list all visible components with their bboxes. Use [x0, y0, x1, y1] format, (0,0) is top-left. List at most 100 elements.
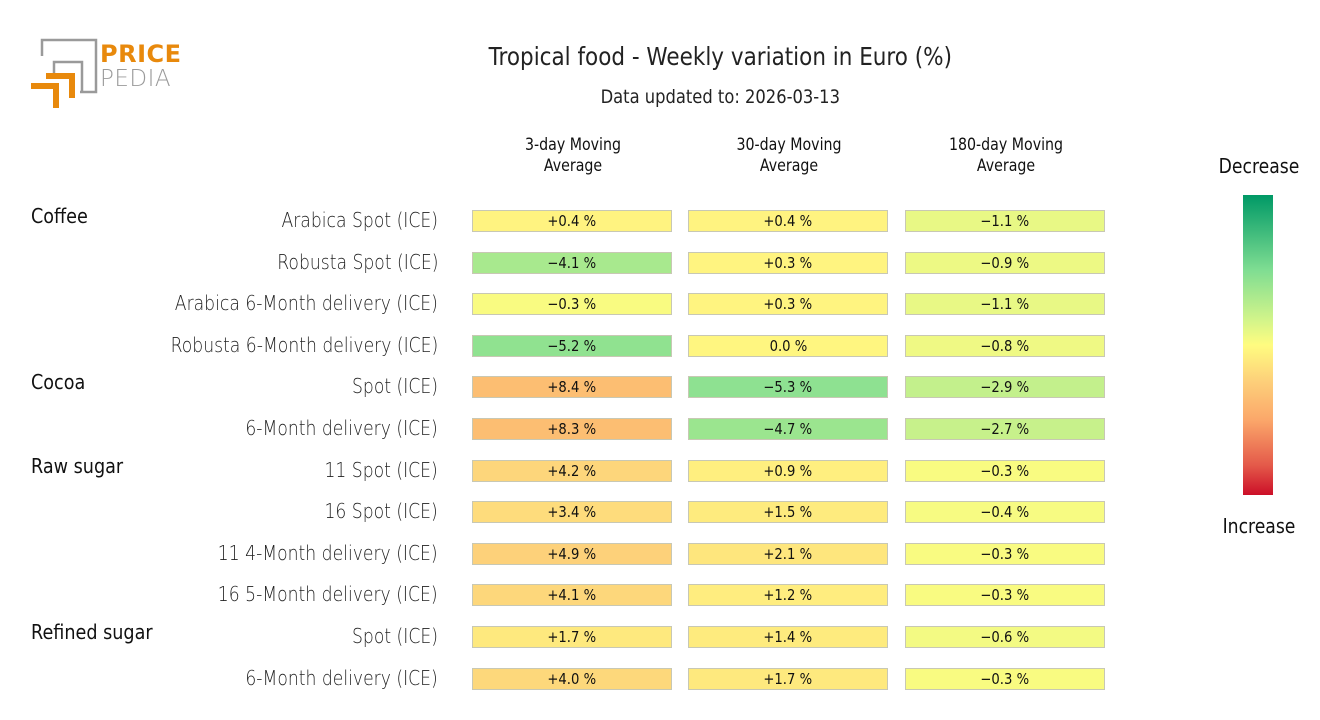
row-label: Spot (ICE)	[352, 374, 438, 399]
group-label: Raw sugar	[31, 453, 124, 478]
value-cell: +1.5 %	[688, 501, 888, 524]
value-label: −2.9 %	[980, 378, 1030, 397]
row-label: 16 5-Month delivery (ICE)	[218, 582, 438, 607]
value-label: +0.3 %	[763, 295, 813, 314]
value-cell: +0.4 %	[688, 210, 888, 232]
value-label: +8.4 %	[547, 378, 597, 397]
row-label: 6-Month delivery (ICE)	[245, 665, 438, 690]
value-cell: −0.3 %	[905, 584, 1105, 607]
value-label: +0.9 %	[763, 461, 813, 480]
column-header-1: 3-day Moving Average	[486, 134, 660, 176]
value-label: −0.3 %	[980, 669, 1030, 688]
value-label: +1.2 %	[763, 586, 813, 605]
value-cell: −0.6 %	[905, 626, 1105, 648]
value-label: +0.4 %	[547, 212, 597, 230]
value-label: −0.3 %	[980, 461, 1030, 480]
legend-color-scale	[1243, 195, 1273, 495]
value-cell: −0.3 %	[472, 293, 672, 316]
value-label: −4.1 %	[547, 253, 597, 272]
value-label: +4.9 %	[547, 544, 597, 563]
value-cell: −2.7 %	[905, 418, 1105, 440]
value-cell: +2.1 %	[688, 542, 888, 565]
row-label: 16 Spot (ICE)	[324, 499, 438, 524]
value-label: −0.3 %	[547, 295, 597, 314]
value-cell: +0.4 %	[472, 210, 672, 232]
row-label: Robusta 6-Month delivery (ICE)	[170, 332, 438, 357]
value-cell: −0.4 %	[905, 501, 1105, 524]
value-cell: −1.1 %	[905, 293, 1105, 316]
value-cell: +8.3 %	[472, 418, 672, 440]
value-label: +1.7 %	[547, 628, 597, 646]
value-label: +1.7 %	[763, 669, 813, 688]
value-cell: +0.9 %	[688, 459, 888, 482]
logo-mark-icon	[31, 38, 98, 108]
value-label: +1.5 %	[763, 503, 813, 522]
pricepedia-logo: PRICE PEDIA	[28, 36, 198, 112]
row-label: 11 Spot (ICE)	[324, 457, 438, 482]
value-cell: −0.3 %	[905, 542, 1105, 565]
value-label: −0.4 %	[980, 503, 1030, 522]
value-cell: +0.3 %	[688, 251, 888, 274]
value-label: −5.2 %	[547, 336, 597, 355]
column-header-line: Average	[976, 156, 1036, 175]
value-label: +2.1 %	[763, 544, 813, 563]
column-header-line: 3-day Moving	[524, 135, 622, 154]
value-cell: +3.4 %	[472, 501, 672, 524]
value-label: +4.2 %	[547, 461, 597, 480]
row-label: 11 4-Month delivery (ICE)	[218, 540, 438, 565]
column-header-line: Average	[543, 156, 603, 175]
value-cell: +1.2 %	[688, 584, 888, 607]
value-label: −0.9 %	[980, 253, 1030, 272]
value-cell: +1.4 %	[688, 626, 888, 648]
value-label: −2.7 %	[980, 420, 1030, 438]
column-header-line: Average	[759, 156, 819, 175]
legend-decrease-label: Decrease	[1218, 154, 1300, 178]
value-cell: −0.8 %	[905, 334, 1105, 357]
value-cell: +1.7 %	[472, 626, 672, 648]
group-label: Coffee	[31, 204, 88, 228]
value-cell: −0.3 %	[905, 459, 1105, 482]
value-cell: −5.2 %	[472, 334, 672, 357]
value-label: −0.8 %	[980, 336, 1030, 355]
value-cell: +4.9 %	[472, 542, 672, 565]
value-label: 0.0 %	[769, 336, 807, 355]
row-label: 6-Month delivery (ICE)	[245, 416, 438, 440]
column-header-3: 180-day Moving Average	[919, 134, 1093, 176]
row-label: Robusta Spot (ICE)	[276, 249, 438, 274]
value-cell: −1.1 %	[905, 210, 1105, 232]
logo-text-price: PRICE	[100, 40, 182, 68]
row-label: Spot (ICE)	[352, 624, 438, 648]
row-label: Arabica 6-Month delivery (ICE)	[175, 291, 438, 316]
column-header-line: 30-day Moving	[736, 135, 842, 154]
legend-increase-label: Increase	[1222, 514, 1296, 538]
group-label: Cocoa	[31, 370, 86, 395]
value-label: +0.3 %	[763, 253, 813, 272]
value-label: +0.4 %	[763, 212, 813, 230]
value-label: +3.4 %	[547, 503, 597, 522]
value-cell: +4.1 %	[472, 584, 672, 607]
value-label: −1.1 %	[980, 295, 1030, 314]
value-label: +8.3 %	[547, 420, 597, 438]
value-cell: +1.7 %	[688, 667, 888, 690]
chart-title: Tropical food - Weekly variation in Euro…	[488, 42, 952, 71]
value-label: −0.6 %	[980, 628, 1030, 646]
column-header-2: 30-day Moving Average	[702, 134, 876, 176]
group-label: Refined sugar	[31, 620, 153, 644]
value-cell: +4.0 %	[472, 667, 672, 690]
value-label: −0.3 %	[980, 586, 1030, 605]
value-label: −0.3 %	[980, 544, 1030, 563]
value-label: +4.0 %	[547, 669, 597, 688]
value-label: −1.1 %	[980, 212, 1030, 230]
value-cell: +8.4 %	[472, 376, 672, 399]
value-label: −4.7 %	[763, 420, 813, 438]
value-cell: +4.2 %	[472, 459, 672, 482]
value-cell: −4.1 %	[472, 251, 672, 274]
chart-subtitle: Data updated to: 2026-03-13	[600, 86, 840, 108]
value-cell: −5.3 %	[688, 376, 888, 399]
value-label: −5.3 %	[763, 378, 813, 397]
value-cell: −0.3 %	[905, 667, 1105, 690]
value-cell: 0.0 %	[688, 334, 888, 357]
row-label: Arabica Spot (ICE)	[281, 208, 438, 232]
value-cell: −0.9 %	[905, 251, 1105, 274]
value-label: +4.1 %	[547, 586, 597, 605]
